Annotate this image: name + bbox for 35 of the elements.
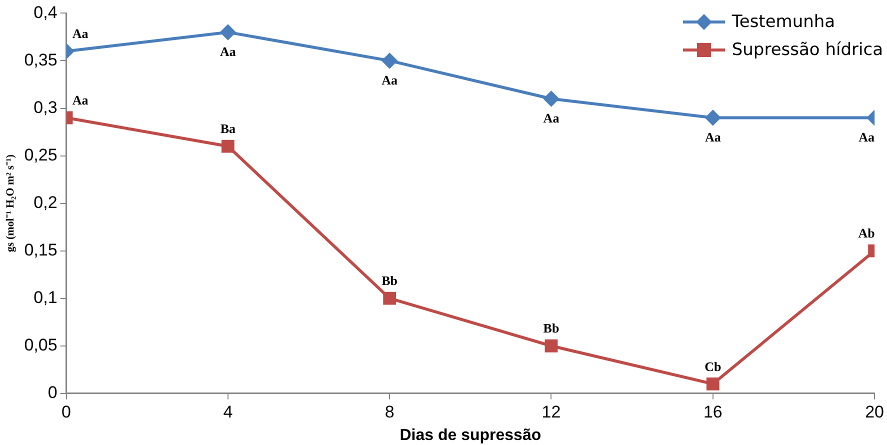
x-tick-label: 12 <box>542 402 561 422</box>
y-tick-label: 0,35 <box>24 50 58 70</box>
x-tick-label: 20 <box>865 402 884 422</box>
x-tick-label: 16 <box>703 402 722 422</box>
y-tick-label: 0,15 <box>24 240 58 260</box>
y-tick-label: 0,25 <box>24 145 58 164</box>
y-axis-title: gs (mol⁻¹ H₂O m² s⁻¹) <box>4 154 16 252</box>
y-tick-label: 0,1 <box>34 288 58 308</box>
data-label: Aa <box>543 110 560 126</box>
data-label: Ba <box>220 121 236 136</box>
point <box>544 91 559 106</box>
x-axis-title: Dias de supressão <box>400 426 542 444</box>
data-label: Ab <box>858 226 875 241</box>
legend-label: Testemunha <box>732 12 836 32</box>
x-tick-label: 0 <box>62 402 72 422</box>
data-label: Bb <box>543 320 560 336</box>
data-label: Aa <box>220 44 236 60</box>
y-tick-label: 0,3 <box>34 98 58 117</box>
y-tick-label: 0,2 <box>34 192 58 212</box>
point <box>383 292 396 305</box>
y-tick-label: 0,05 <box>24 336 58 355</box>
legend-label: Supressão hídrica <box>732 40 883 60</box>
x-tick-label: 8 <box>384 402 394 422</box>
data-label: Aa <box>72 26 89 42</box>
data-label: Bb <box>382 273 398 288</box>
point <box>544 339 558 352</box>
point <box>382 53 398 68</box>
x-tick-label: 4 <box>223 402 233 422</box>
data-label: Aa <box>858 130 875 145</box>
y-tick-label: 0,4 <box>34 2 58 22</box>
data-label: Aa <box>704 130 722 145</box>
data-label: Aa <box>72 92 89 108</box>
data-label: Aa <box>382 72 398 88</box>
y-tick-label: 0 <box>48 383 58 402</box>
data-label: Cb <box>704 358 722 374</box>
